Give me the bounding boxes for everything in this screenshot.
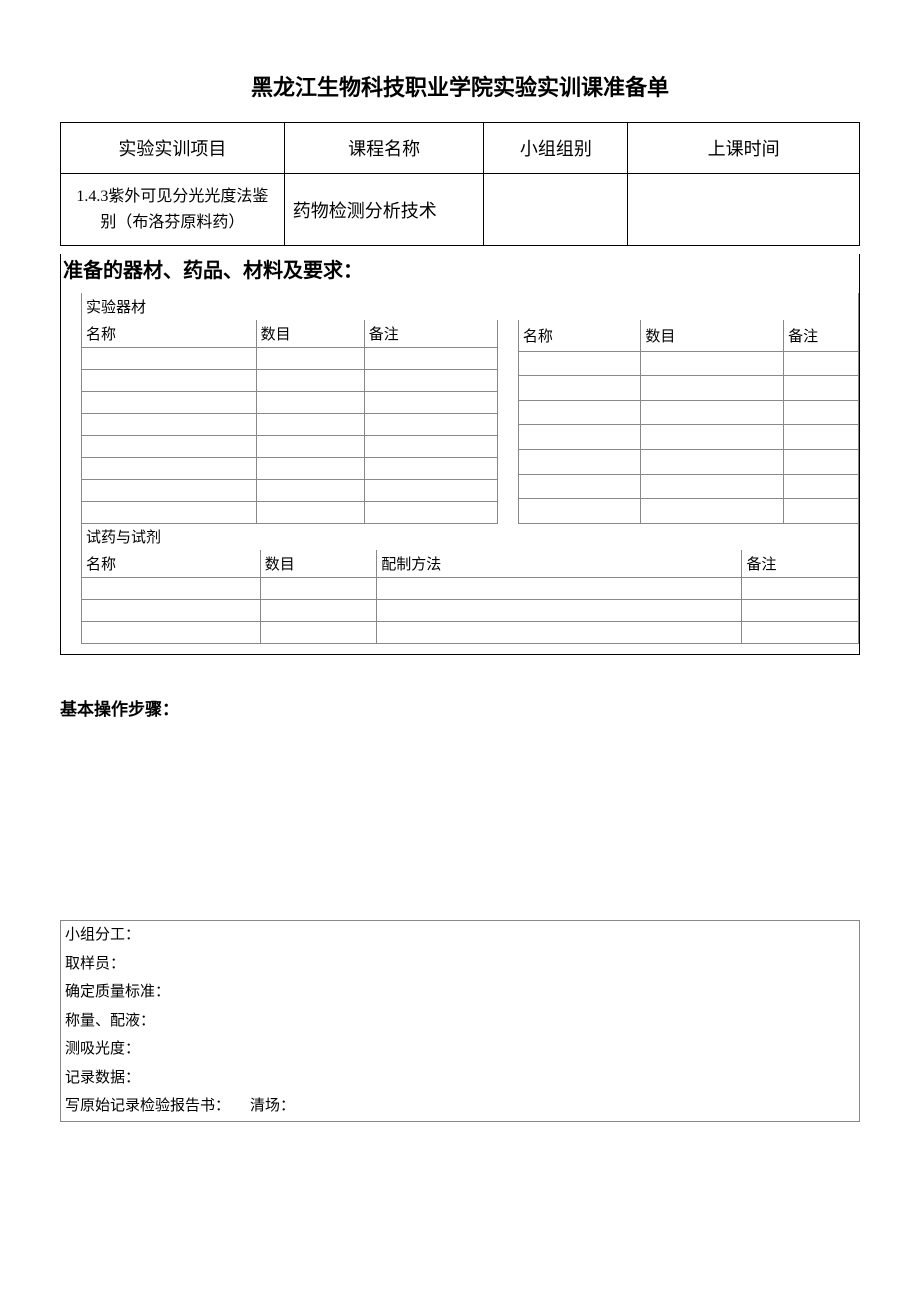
equip-header-remark: 备注 xyxy=(784,320,859,351)
header-table: 实验实训项目 课程名称 小组组别 上课时间 1.4.3紫外可见分光光度法鉴别（布… xyxy=(60,122,860,246)
steps-title: 基本操作步骤： xyxy=(60,695,860,720)
equipment-label: 实验器材 xyxy=(81,293,859,320)
course-value: 药物检测分析技术 xyxy=(284,174,484,246)
assignment-quality: 确定质量标准： xyxy=(61,978,859,1007)
time-value xyxy=(628,174,860,246)
page-title: 黑龙江生物科技职业学院实验实训课准备单 xyxy=(60,70,860,102)
header-col-project: 实验实训项目 xyxy=(61,123,285,174)
steps-section: 基本操作步骤： 小组分工： 取样员： 确定质量标准： 称量、配液： 测吸光度： … xyxy=(60,695,860,1122)
assignment-cleanup: 清场： xyxy=(250,1095,295,1118)
equip-header-name: 名称 xyxy=(82,320,257,348)
assignment-group-div: 小组分工： xyxy=(61,921,859,950)
table-row xyxy=(518,376,858,401)
assignment-sampler: 取样员： xyxy=(61,950,859,979)
table-row xyxy=(82,600,859,622)
group-value xyxy=(484,174,628,246)
prep-title: 准备的器材、药品、材料及要求： xyxy=(61,254,859,283)
reagent-header-method: 配制方法 xyxy=(377,550,742,578)
table-row xyxy=(82,370,498,392)
table-row xyxy=(82,348,498,370)
assignment-last-row: 写原始记录检验报告书： 清场： xyxy=(61,1092,859,1121)
table-row xyxy=(82,458,498,480)
equip-header-name: 名称 xyxy=(518,320,640,351)
reagent-table: 名称 数目 配制方法 备注 xyxy=(81,550,859,644)
table-row xyxy=(518,425,858,450)
table-row xyxy=(518,400,858,425)
equipment-table-right: 名称 数目 备注 xyxy=(518,320,859,524)
table-row xyxy=(82,480,498,502)
header-col-course: 课程名称 xyxy=(284,123,484,174)
table-row xyxy=(82,436,498,458)
equip-header-remark: 备注 xyxy=(364,320,497,348)
table-row xyxy=(518,474,858,499)
table-row xyxy=(518,450,858,475)
table-row xyxy=(82,392,498,414)
header-col-group: 小组组别 xyxy=(484,123,628,174)
table-row xyxy=(82,622,859,644)
table-row xyxy=(82,502,498,524)
project-value: 1.4.3紫外可见分光光度法鉴别（布洛芬原料药） xyxy=(61,174,285,246)
assignment-weighing: 称量、配液： xyxy=(61,1007,859,1036)
equip-header-qty: 数目 xyxy=(256,320,364,348)
assignment-absorbance: 测吸光度： xyxy=(61,1035,859,1064)
assignments-box: 小组分工： 取样员： 确定质量标准： 称量、配液： 测吸光度： 记录数据： 写原… xyxy=(60,920,860,1122)
reagent-header-remark: 备注 xyxy=(742,550,859,578)
reagent-header-qty: 数目 xyxy=(260,550,377,578)
assignment-report: 写原始记录检验报告书： xyxy=(65,1095,230,1118)
reagent-header-name: 名称 xyxy=(82,550,261,578)
reagent-label: 试药与试剂 xyxy=(81,523,859,550)
assignment-record: 记录数据： xyxy=(61,1064,859,1093)
equip-header-qty: 数目 xyxy=(641,320,784,351)
equipment-table-left: 名称 数目 备注 xyxy=(81,320,498,524)
table-row xyxy=(518,351,858,376)
preparation-section: 准备的器材、药品、材料及要求： 实验器材 名称 数目 备注 xyxy=(60,254,860,655)
table-row xyxy=(82,578,859,600)
table-row xyxy=(518,499,858,524)
header-col-time: 上课时间 xyxy=(628,123,860,174)
table-row xyxy=(82,414,498,436)
